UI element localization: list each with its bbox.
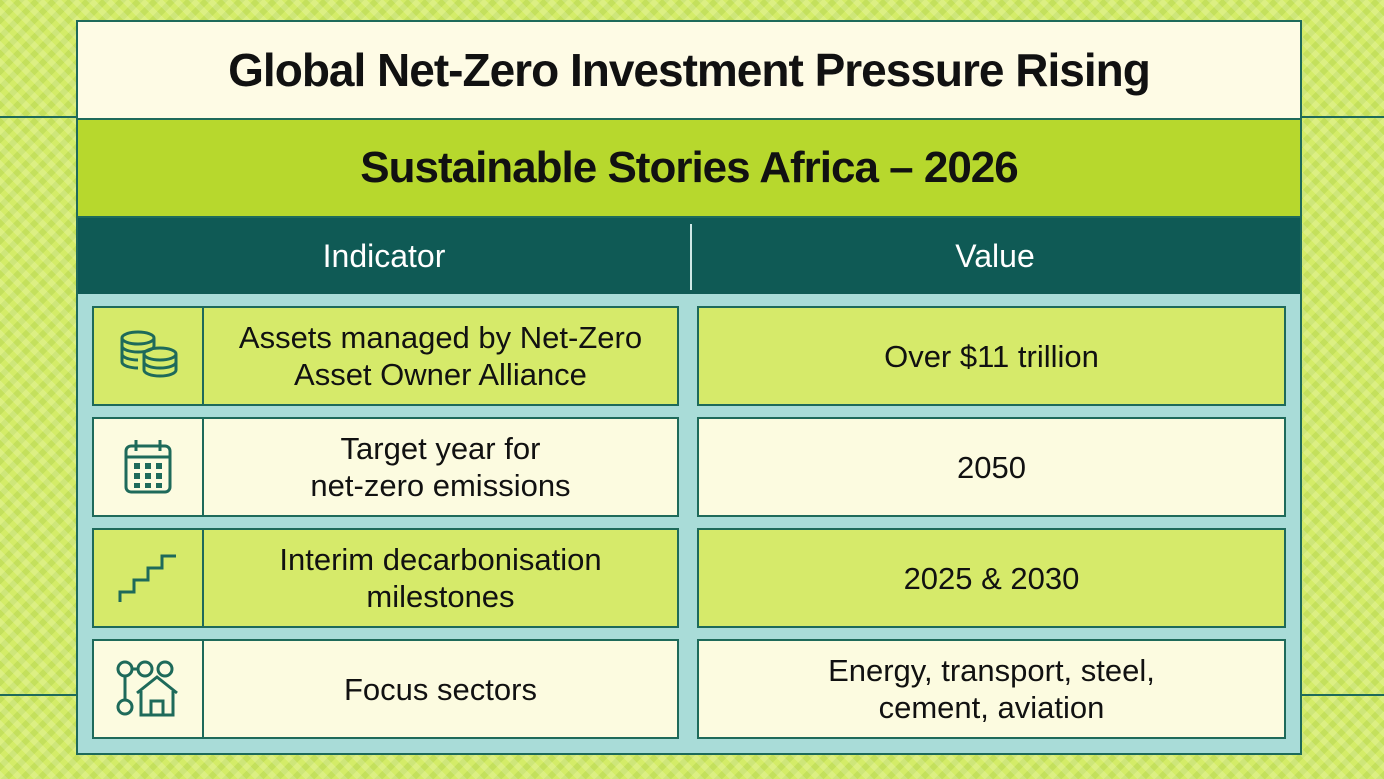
- value-line: Energy, transport, steel,: [828, 653, 1155, 688]
- value-line: cement, aviation: [878, 690, 1105, 725]
- table-row: Assets managed by Net-Zero Asset Owner A…: [92, 306, 1286, 406]
- value-cell: 2025 & 2030: [696, 528, 1286, 628]
- page-title: Global Net-Zero Investment Pressure Risi…: [228, 44, 1151, 96]
- indicator-label: Assets managed by Net-Zero Asset Owner A…: [204, 308, 677, 404]
- value-line: Over $11 trillion: [884, 338, 1099, 374]
- indicator-line: net-zero emissions: [310, 468, 571, 503]
- value-line: 2025 & 2030: [903, 560, 1080, 596]
- header-indicator: Indicator: [322, 237, 446, 274]
- value-line: 2050: [957, 449, 1026, 485]
- table-body: Assets managed by Net-Zero Asset Owner A…: [78, 294, 1300, 739]
- table-row: Interim decarbonisation milestones 2025 …: [92, 528, 1286, 628]
- indicator-line: Target year for: [340, 431, 541, 466]
- table-row: Focus sectors Energy, transport, steel, …: [92, 639, 1286, 739]
- sectors-house-icon: [94, 641, 204, 737]
- value-cell: 2050: [696, 417, 1286, 517]
- indicator-label: Target year for net-zero emissions: [204, 419, 677, 515]
- table-header: Indicator Value: [78, 218, 1300, 294]
- header-value: Value: [955, 237, 1035, 274]
- indicator-line: Focus sectors: [344, 671, 537, 707]
- table-row: Target year for net-zero emissions 2050: [92, 417, 1286, 517]
- indicator-line: milestones: [366, 579, 515, 614]
- indicator-cell: Target year for net-zero emissions: [92, 417, 679, 517]
- stairs-icon: [94, 530, 204, 626]
- indicator-line: Assets managed by Net-Zero: [238, 320, 643, 355]
- value-cell: Energy, transport, steel, cement, aviati…: [696, 639, 1286, 739]
- coins-stack-icon: [94, 308, 204, 404]
- indicator-cell: Focus sectors: [92, 639, 679, 739]
- calendar-icon: [94, 419, 204, 515]
- indicator-cell: Interim decarbonisation milestones: [92, 528, 679, 628]
- indicator-label: Focus sectors: [204, 641, 677, 737]
- indicator-line: Asset Owner Alliance: [294, 357, 587, 392]
- page-subtitle: Sustainable Stories Africa – 2026: [360, 143, 1018, 192]
- infographic-card: Global Net-Zero Investment Pressure Risi…: [76, 20, 1302, 755]
- indicator-cell: Assets managed by Net-Zero Asset Owner A…: [92, 306, 679, 406]
- indicator-line: Interim decarbonisation: [279, 542, 602, 577]
- value-cell: Over $11 trillion: [696, 306, 1286, 406]
- title-bar: Global Net-Zero Investment Pressure Risi…: [78, 22, 1300, 120]
- subtitle-bar: Sustainable Stories Africa – 2026: [78, 120, 1300, 218]
- header-divider: [690, 224, 692, 290]
- indicator-label: Interim decarbonisation milestones: [204, 530, 677, 626]
